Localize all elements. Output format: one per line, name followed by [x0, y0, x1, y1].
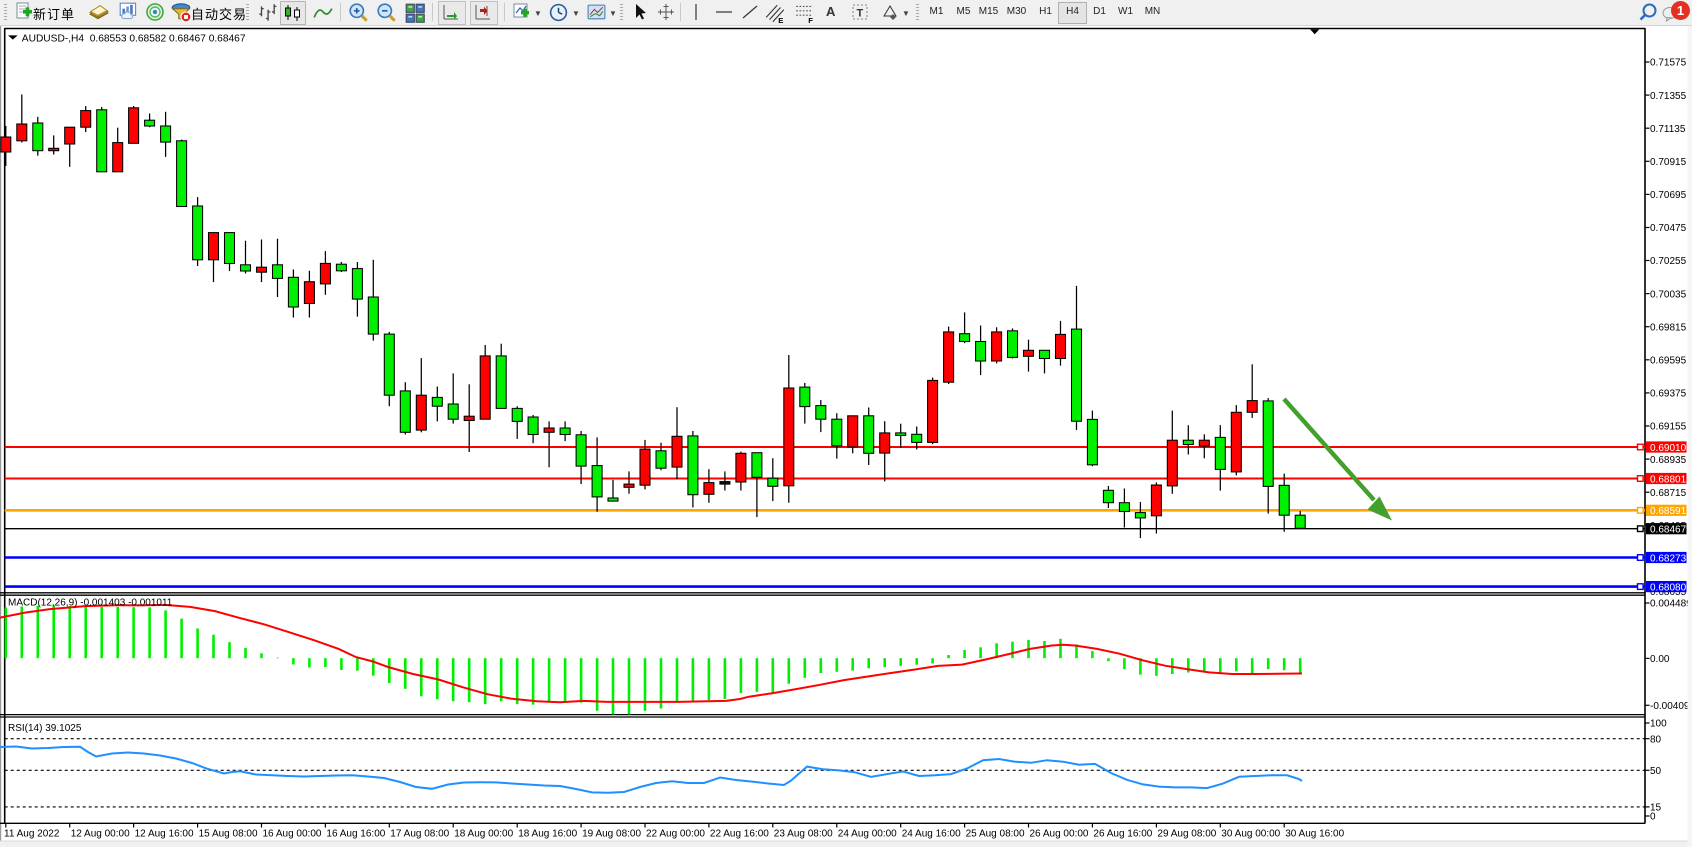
svg-text:E: E: [778, 16, 783, 24]
svg-text:18 Aug 00:00: 18 Aug 00:00: [454, 829, 513, 840]
svg-text:0.69815: 0.69815: [1650, 322, 1687, 333]
svg-text:30 Aug 16:00: 30 Aug 16:00: [1285, 829, 1344, 840]
svg-text:0.69155: 0.69155: [1650, 422, 1687, 433]
svg-text:26 Aug 00:00: 26 Aug 00:00: [1030, 829, 1089, 840]
svg-text:25 Aug 08:00: 25 Aug 08:00: [966, 829, 1025, 840]
svg-text:0.71575: 0.71575: [1650, 58, 1687, 69]
svg-text:0.71135: 0.71135: [1650, 124, 1686, 135]
svg-text:AUDUSD-,H4 0.68553 0.68582 0.: AUDUSD-,H4 0.68553 0.68582 0.68467 0.684…: [22, 33, 246, 44]
svg-text:0.68273: 0.68273: [1650, 553, 1687, 564]
svg-text:22 Aug 16:00: 22 Aug 16:00: [710, 829, 769, 840]
svg-text:24 Aug 16:00: 24 Aug 16:00: [902, 829, 961, 840]
svg-text:0.70695: 0.70695: [1650, 190, 1687, 201]
svg-text:RSI(14) 39.1025: RSI(14) 39.1025: [8, 723, 82, 734]
svg-text:-0.004098: -0.004098: [1650, 701, 1692, 712]
svg-text:24 Aug 00:00: 24 Aug 00:00: [838, 829, 897, 840]
svg-text:T: T: [857, 8, 864, 20]
svg-text:0.69010: 0.69010: [1650, 443, 1687, 454]
svg-text:0.68055: 0.68055: [1650, 587, 1687, 598]
svg-text:17 Aug 08:00: 17 Aug 08:00: [390, 829, 449, 840]
svg-text:0.68801: 0.68801: [1650, 474, 1687, 485]
svg-text:MACD(12,26,9) -0.001403 -0.001: MACD(12,26,9) -0.001403 -0.001011: [8, 598, 173, 609]
svg-text:11 Aug 2022: 11 Aug 2022: [4, 829, 60, 840]
svg-text:22 Aug 00:00: 22 Aug 00:00: [646, 829, 705, 840]
svg-text:23 Aug 08:00: 23 Aug 08:00: [774, 829, 833, 840]
svg-text:80: 80: [1650, 734, 1662, 745]
svg-text:12 Aug 00:00: 12 Aug 00:00: [71, 829, 130, 840]
svg-text:19 Aug 08:00: 19 Aug 08:00: [582, 829, 641, 840]
svg-text:F: F: [808, 16, 813, 24]
svg-text:16 Aug 16:00: 16 Aug 16:00: [326, 829, 385, 840]
svg-text:0.68935: 0.68935: [1650, 455, 1687, 466]
svg-text:26 Aug 16:00: 26 Aug 16:00: [1093, 829, 1152, 840]
svg-text:0.69595: 0.69595: [1650, 356, 1687, 367]
svg-text:0.68467: 0.68467: [1650, 525, 1687, 536]
svg-text:30 Aug 00:00: 30 Aug 00:00: [1221, 829, 1280, 840]
svg-text:15 Aug 08:00: 15 Aug 08:00: [199, 829, 258, 840]
svg-text:0.70255: 0.70255: [1650, 256, 1687, 267]
svg-text:0: 0: [1650, 812, 1656, 823]
svg-text:0.68715: 0.68715: [1650, 488, 1687, 499]
svg-text:0.70035: 0.70035: [1650, 289, 1687, 300]
svg-text:12 Aug 16:00: 12 Aug 16:00: [135, 829, 194, 840]
svg-text:0.69375: 0.69375: [1650, 389, 1687, 400]
svg-text:0.68591: 0.68591: [1650, 506, 1687, 517]
svg-text:18 Aug 16:00: 18 Aug 16:00: [518, 829, 577, 840]
svg-text:0.00: 0.00: [1650, 654, 1670, 665]
svg-text:29 Aug 08:00: 29 Aug 08:00: [1157, 829, 1216, 840]
svg-text:50: 50: [1650, 766, 1662, 777]
svg-text:15: 15: [1650, 803, 1662, 814]
svg-text:16 Aug 00:00: 16 Aug 00:00: [263, 829, 322, 840]
svg-text:0.70915: 0.70915: [1650, 157, 1687, 168]
svg-text:0.004489: 0.004489: [1650, 599, 1692, 610]
svg-text:0.68080: 0.68080: [1650, 582, 1687, 593]
svg-text:100: 100: [1650, 719, 1667, 730]
svg-text:0.70475: 0.70475: [1650, 223, 1687, 234]
svg-text:0.71355: 0.71355: [1650, 91, 1687, 102]
